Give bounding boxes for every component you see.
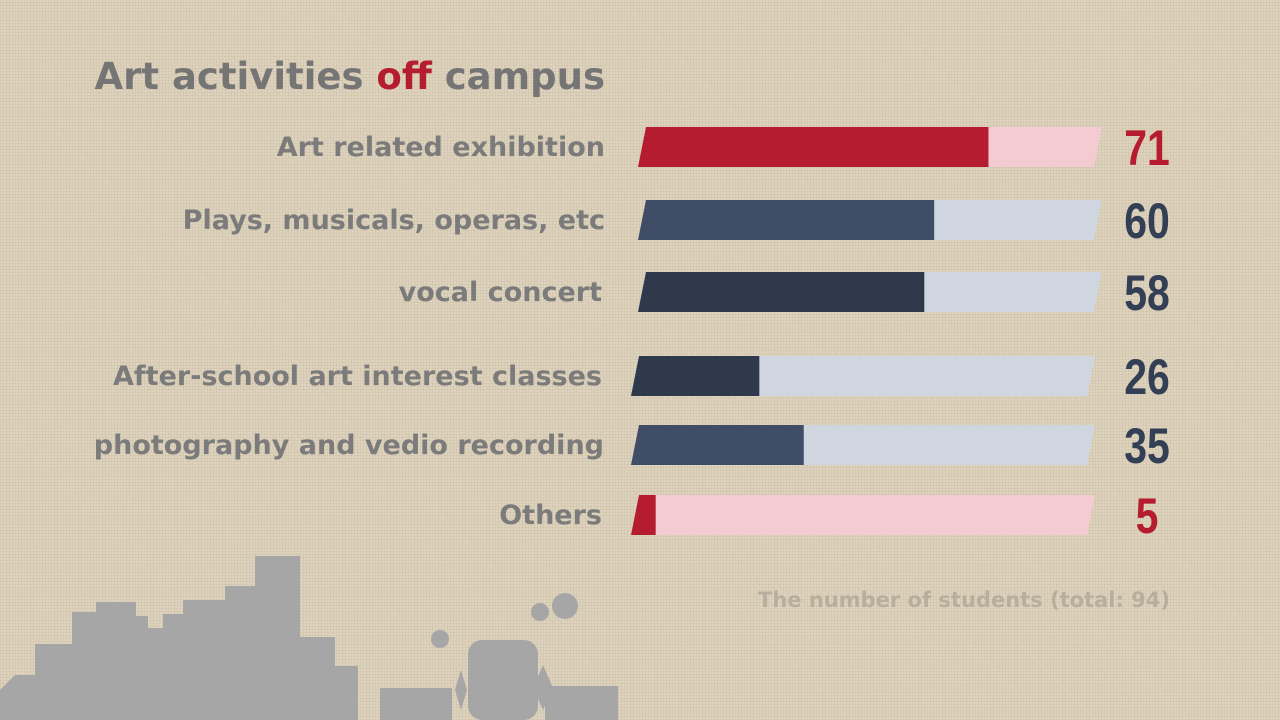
category-label: Plays, musicals, operas, etc: [182, 205, 605, 236]
bar: [631, 495, 656, 535]
chart-caption: The number of students (total: 94): [758, 588, 1170, 612]
bar: [638, 127, 989, 167]
category-label: Art related exhibition: [276, 132, 605, 163]
title-part-2: campus: [431, 55, 605, 98]
category-label: Others: [499, 500, 602, 531]
skyline-shapes: [0, 556, 618, 720]
bar-track: [631, 495, 1095, 535]
value-label: 35: [1124, 418, 1170, 474]
category-label: photography and vedio recording: [93, 430, 604, 461]
value-label: 58: [1124, 265, 1170, 321]
chart-title: Art activities off campus: [0, 55, 605, 98]
bar: [638, 200, 935, 240]
title-accent: off: [376, 55, 432, 98]
category-label: vocal concert: [398, 277, 602, 308]
city-skyline-illustration: [0, 556, 618, 720]
bar: [631, 356, 760, 396]
bar: [631, 425, 804, 465]
value-label: 71: [1124, 120, 1170, 176]
value-label: 60: [1124, 193, 1170, 249]
bar: [638, 272, 925, 312]
category-label: After-school art interest classes: [113, 361, 602, 392]
title-part-1: Art activities: [94, 55, 377, 98]
value-label: 5: [1135, 488, 1159, 544]
value-label: 26: [1124, 349, 1170, 405]
